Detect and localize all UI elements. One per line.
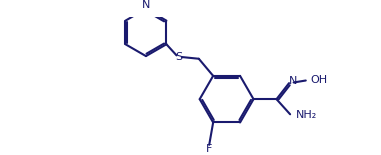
- Text: N: N: [288, 76, 297, 86]
- Text: OH: OH: [311, 75, 328, 85]
- Text: S: S: [176, 52, 183, 62]
- Text: F: F: [206, 144, 212, 154]
- Text: NH₂: NH₂: [296, 110, 317, 120]
- Text: N: N: [142, 0, 150, 10]
